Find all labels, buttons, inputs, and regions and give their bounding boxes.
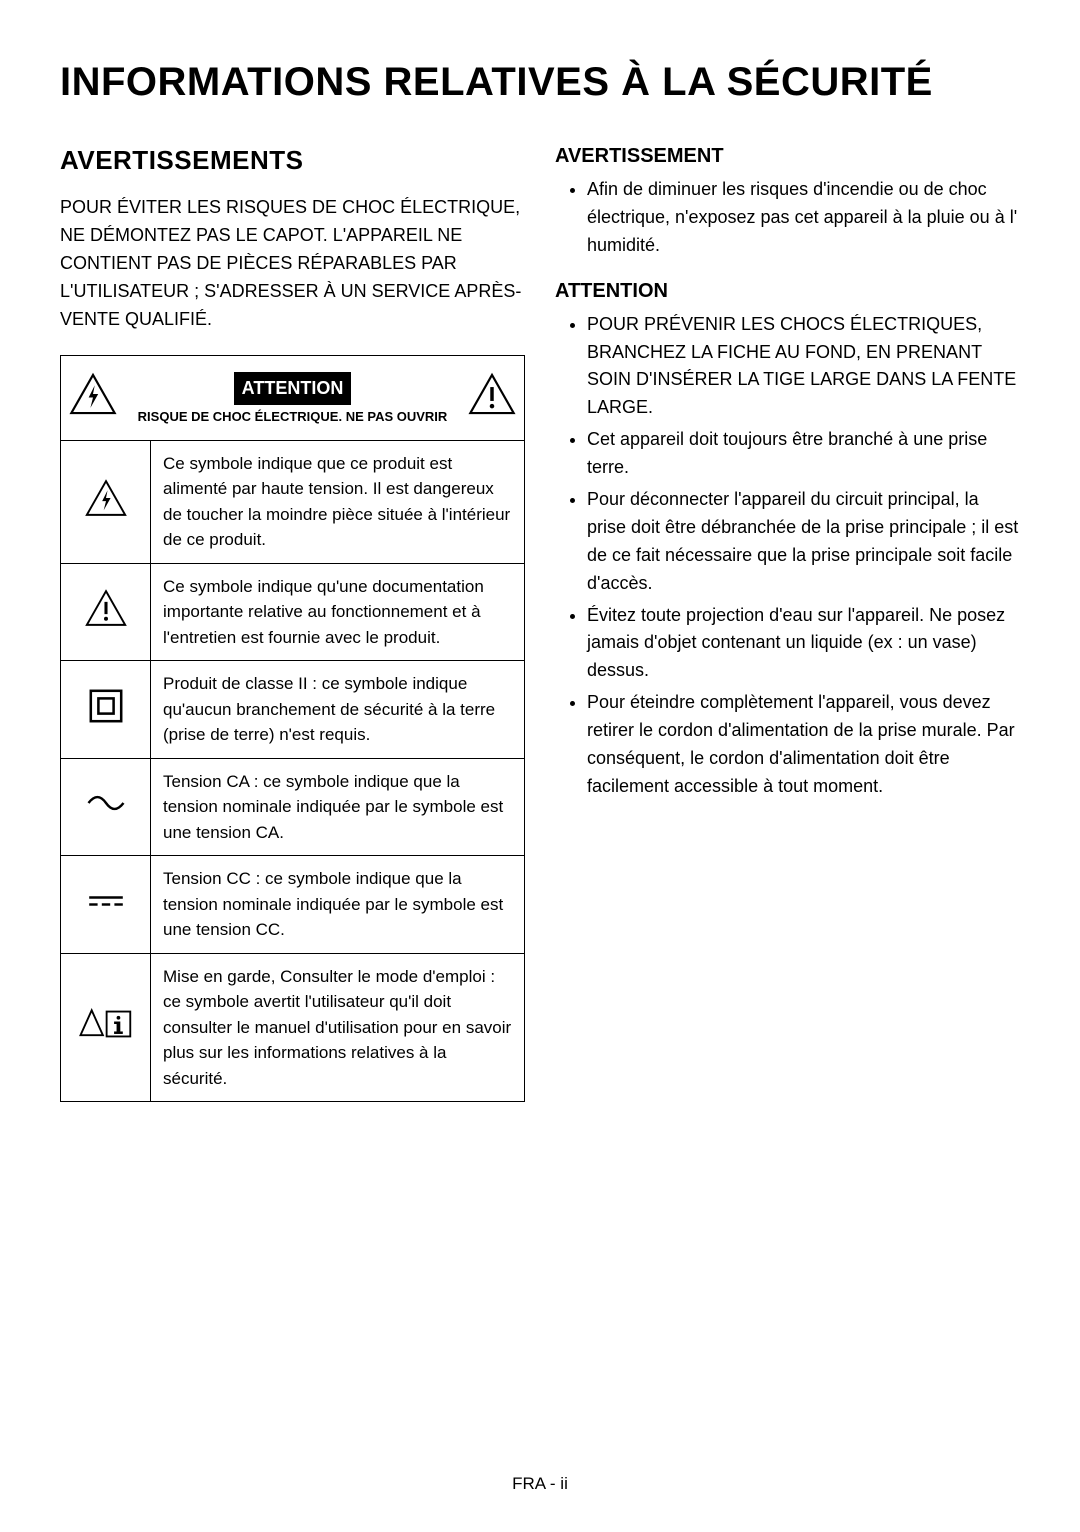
symbol-description: Ce symbole indique que ce produit est al… — [151, 440, 525, 563]
list-item: Cet appareil doit toujours être branché … — [587, 426, 1020, 482]
list-item: Afin de diminuer les risques d'incendie … — [587, 176, 1020, 260]
intro-paragraph: POUR ÉVITER LES RISQUES DE CHOC ÉLECTRIQ… — [60, 194, 525, 333]
table-row: Tension CA : ce symbole indique que la t… — [61, 758, 525, 856]
attention-header-cell: ATTENTION RISQUE DE CHOC ÉLECTRIQUE. NE … — [61, 356, 525, 441]
list-item: Pour déconnecter l'appareil du circuit p… — [587, 486, 1020, 598]
bullet-list: Afin de diminuer les risques d'incendie … — [555, 176, 1020, 260]
symbol-description: Mise en garde, Consulter le mode d'emplo… — [151, 953, 525, 1102]
table-row: Tension CC : ce symbole indique que la t… — [61, 856, 525, 954]
avertissement-section: AVERTISSEMENT Afin de diminuer les risqu… — [555, 145, 1020, 260]
left-heading: AVERTISSEMENTS — [60, 145, 525, 176]
section-heading: AVERTISSEMENT — [555, 145, 1020, 168]
exclaim-triangle-icon — [61, 563, 151, 661]
table-row: Produit de classe II : ce symbole indiqu… — [61, 661, 525, 759]
symbol-table: ATTENTION RISQUE DE CHOC ÉLECTRIQUE. NE … — [60, 355, 525, 1102]
dc-bars-icon — [61, 856, 151, 954]
bolt-triangle-icon — [61, 440, 151, 563]
exclaim-triangle-icon — [466, 368, 518, 428]
right-column: AVERTISSEMENT Afin de diminuer les risqu… — [555, 145, 1020, 1102]
class2-square-icon — [61, 661, 151, 759]
table-row: Ce symbole indique que ce produit est al… — [61, 440, 525, 563]
page-root: INFORMATIONS RELATIVES À LA SÉCURITÉ AVE… — [0, 0, 1080, 1532]
table-row: Mise en garde, Consulter le mode d'emplo… — [61, 953, 525, 1102]
list-item: Pour éteindre complètement l'appareil, v… — [587, 689, 1020, 801]
bolt-triangle-icon — [67, 368, 119, 428]
table-row: Ce symbole indique qu'une documentation … — [61, 563, 525, 661]
page-footer: FRA - ii — [0, 1474, 1080, 1494]
attention-title-block: ATTENTION RISQUE DE CHOC ÉLECTRIQUE. NE … — [125, 372, 460, 425]
symbol-description: Tension CC : ce symbole indique que la t… — [151, 856, 525, 954]
section-heading: ATTENTION — [555, 280, 1020, 303]
left-column: AVERTISSEMENTS POUR ÉVITER LES RISQUES D… — [60, 145, 525, 1102]
symbol-description: Ce symbole indique qu'une documentation … — [151, 563, 525, 661]
ac-wave-icon — [61, 758, 151, 856]
attention-subtitle-text: RISQUE DE CHOC ÉLECTRIQUE. NE PAS OUVRIR — [125, 409, 460, 425]
attention-section: ATTENTION POUR PRÉVENIR LES CHOCS ÉLECTR… — [555, 280, 1020, 801]
symbol-description: Produit de classe II : ce symbole indiqu… — [151, 661, 525, 759]
bullet-list: POUR PRÉVENIR LES CHOCS ÉLECTRIQUES, BRA… — [555, 311, 1020, 801]
page-title: INFORMATIONS RELATIVES À LA SÉCURITÉ — [60, 60, 1020, 105]
list-item: Évitez toute projection d'eau sur l'appa… — [587, 602, 1020, 686]
attention-header-row: ATTENTION RISQUE DE CHOC ÉLECTRIQUE. NE … — [61, 356, 525, 441]
warn-manual-icon — [61, 953, 151, 1102]
two-column-layout: AVERTISSEMENTS POUR ÉVITER LES RISQUES D… — [60, 145, 1020, 1102]
attention-title-text: ATTENTION — [234, 372, 352, 405]
list-item: POUR PRÉVENIR LES CHOCS ÉLECTRIQUES, BRA… — [587, 311, 1020, 423]
symbol-description: Tension CA : ce symbole indique que la t… — [151, 758, 525, 856]
